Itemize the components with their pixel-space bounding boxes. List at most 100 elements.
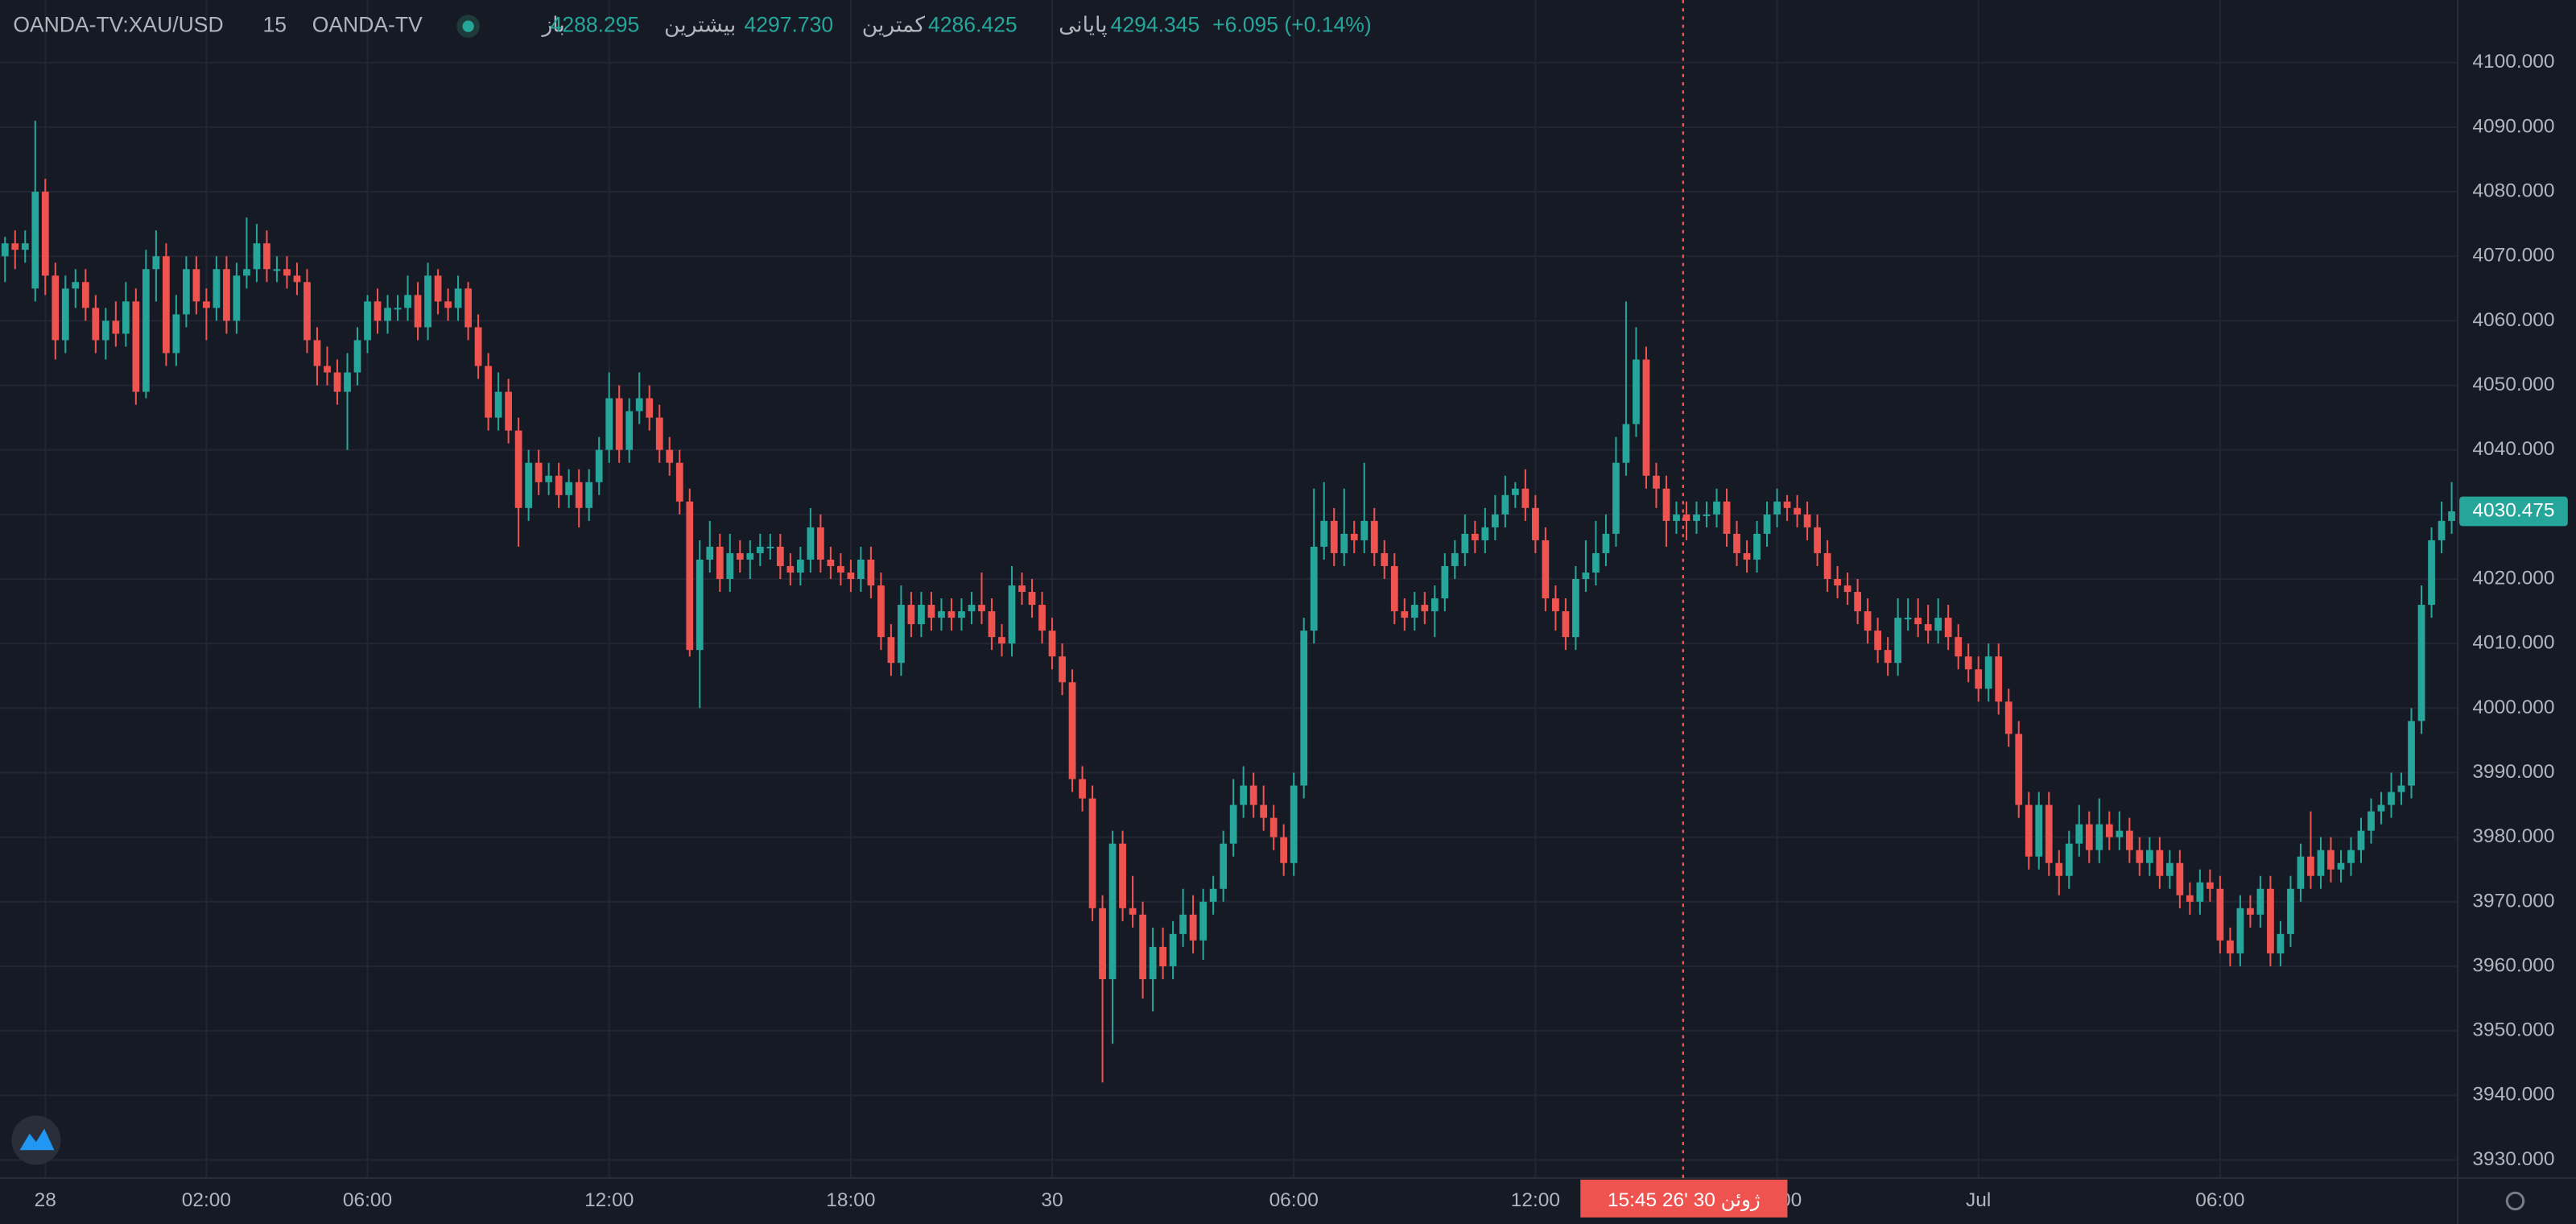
- candle-body: [716, 546, 724, 580]
- low-label: کمترین: [862, 13, 926, 38]
- candle-body: [2267, 888, 2274, 953]
- candle-body: [1904, 618, 1912, 620]
- candle-body: [535, 462, 543, 482]
- high-label: بیشترین: [664, 13, 736, 38]
- candle-body: [2004, 701, 2013, 734]
- high-value: 4297.730: [744, 13, 833, 37]
- candle-body: [424, 275, 431, 328]
- candle-body: [847, 572, 855, 580]
- candle-body: [1108, 843, 1117, 979]
- candle-body: [2438, 520, 2446, 540]
- candle-body: [1, 243, 9, 257]
- candle-body: [605, 398, 613, 450]
- candle-body: [2025, 804, 2033, 857]
- candle-body: [2125, 830, 2133, 850]
- candle-body: [2337, 862, 2345, 870]
- candle-body: [2015, 734, 2023, 805]
- candle-body: [1320, 520, 1328, 547]
- candle-body: [1229, 804, 1237, 844]
- candle-body: [81, 282, 89, 308]
- candle-body: [1421, 605, 1429, 612]
- candle-body: [675, 462, 683, 502]
- candle-body: [283, 269, 291, 276]
- candle-body: [1481, 527, 1489, 540]
- candle-body: [464, 288, 472, 328]
- x-tick-label: 12:00: [1511, 1189, 1560, 1211]
- candle-body: [1280, 837, 1288, 863]
- candle-body: [253, 243, 261, 270]
- candle-body: [1068, 682, 1076, 779]
- x-tick-label: 18:00: [826, 1189, 875, 1211]
- candle-body: [2317, 850, 2325, 876]
- candle-body: [384, 308, 391, 321]
- candle-body: [595, 449, 603, 482]
- candle-body: [1088, 798, 1096, 908]
- candle-body: [1300, 631, 1308, 786]
- candle-body: [1673, 514, 1680, 521]
- candle-body: [1682, 514, 1690, 521]
- candle-body: [1059, 656, 1066, 683]
- candle-body: [132, 301, 140, 392]
- candle-body: [1823, 552, 1831, 580]
- candle-body: [1501, 494, 1509, 515]
- candle-body: [1653, 475, 1660, 489]
- candle-body: [615, 398, 623, 450]
- candle-body: [162, 256, 170, 354]
- candle-body: [1260, 804, 1268, 818]
- y-tick-label: 4070.000: [2472, 245, 2554, 267]
- settings-button[interactable]: [2505, 1191, 2525, 1211]
- candle-body: [1532, 507, 1539, 540]
- candle-body: [2165, 862, 2174, 876]
- candle-body: [1662, 488, 1670, 521]
- candle-body: [898, 605, 905, 664]
- candle-body: [1854, 592, 1861, 612]
- logo-button[interactable]: [11, 1115, 61, 1165]
- candle-body: [1441, 565, 1449, 599]
- candle-body: [2116, 830, 2124, 837]
- candle-body: [706, 546, 714, 560]
- candle-body: [122, 301, 130, 334]
- open-label: باز: [540, 13, 564, 37]
- candle-body: [1602, 533, 1610, 553]
- candle-body: [313, 340, 321, 366]
- candle-body: [585, 482, 593, 508]
- candle-body: [404, 295, 411, 308]
- x-tick-label: 12:00: [584, 1189, 634, 1211]
- candle-body: [1562, 611, 1570, 638]
- x-tick-label: Jul: [1966, 1189, 1991, 1211]
- candle-body: [1612, 462, 1620, 534]
- candle-body: [1914, 618, 1922, 625]
- candle-body: [2448, 511, 2455, 521]
- candle-body: [333, 372, 341, 392]
- candle-body: [907, 605, 915, 625]
- grid: [0, 0, 2458, 1178]
- candle-body: [2035, 804, 2043, 857]
- candle-body: [454, 288, 462, 308]
- candle-body: [958, 611, 965, 618]
- candle-body: [152, 256, 160, 270]
- candle-body: [172, 314, 180, 354]
- candle-body: [816, 527, 824, 560]
- candle-body: [1119, 843, 1126, 908]
- candle-body: [978, 605, 985, 612]
- candle-body: [2186, 895, 2194, 902]
- candle-body: [1944, 618, 1952, 638]
- x-tick-label: 06:00: [343, 1189, 392, 1211]
- candle-body: [1401, 611, 1409, 618]
- candle-body: [1390, 565, 1398, 612]
- y-tick-label: 3930.000: [2472, 1148, 2554, 1170]
- candle-body: [1269, 817, 1278, 837]
- candle-body: [112, 320, 120, 334]
- symbol: OANDA-TV:XAU/USD: [13, 13, 223, 37]
- candle-body: [1814, 527, 1821, 553]
- candle-body: [1995, 656, 2003, 702]
- candle-body: [101, 320, 109, 341]
- candle-body: [92, 308, 100, 341]
- candle-body: [1763, 514, 1771, 534]
- candle-body: [303, 282, 311, 341]
- y-tick-label: 3990.000: [2472, 761, 2554, 783]
- candle-body: [887, 637, 895, 664]
- candle-body: [1018, 585, 1026, 593]
- candle-body: [223, 269, 230, 321]
- close-value: 4294.345: [1111, 13, 1200, 37]
